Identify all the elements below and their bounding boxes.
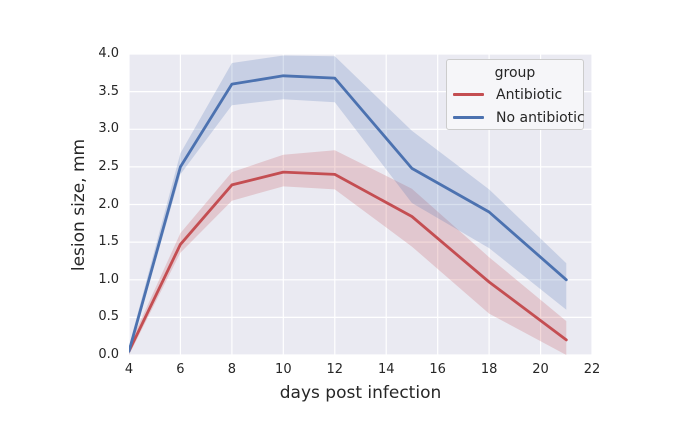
- y-tick-label: 3.5: [98, 83, 119, 99]
- x-tick-label: 6: [176, 362, 185, 377]
- legend-entries: Antibiotic No antibiotic: [447, 83, 585, 129]
- legend-title: group: [494, 65, 536, 81]
- series-line: [129, 74, 568, 353]
- x-tick-label: 10: [275, 362, 292, 377]
- legend-entry: Antibiotic: [447, 83, 583, 106]
- y-tick-label: 2.0: [98, 196, 119, 212]
- x-tick-label: 22: [583, 362, 601, 377]
- legend-swatch: [453, 116, 484, 119]
- x-tick-label: 12: [326, 362, 344, 377]
- series-line: [129, 170, 568, 353]
- chart-canvas: [129, 54, 592, 355]
- legend-entry: No antibiotic: [447, 106, 585, 129]
- y-tick-label: 2.5: [98, 158, 119, 174]
- y-tick-label: 0.5: [98, 309, 119, 325]
- x-tick-label: 14: [377, 362, 395, 377]
- x-tick-label: 16: [429, 362, 446, 377]
- x-axis-label: days post infection: [279, 383, 442, 403]
- ci-band: [129, 150, 567, 355]
- y-tick-label: 1.0: [98, 271, 119, 287]
- x-tick-label: 8: [227, 362, 237, 377]
- legend: group Antibiotic No antibiotic: [446, 59, 585, 130]
- y-tick-label: 1.5: [98, 234, 119, 250]
- y-tick-label: 0.0: [98, 347, 119, 362]
- x-tick-label: 4: [124, 362, 134, 377]
- y-tick-label: 4.0: [98, 46, 119, 61]
- legend-swatch: [453, 93, 484, 96]
- legend-entry-label: Antibiotic: [496, 86, 563, 103]
- legend-entry-label: No antibiotic: [496, 109, 585, 126]
- x-tick-label: 18: [480, 362, 498, 377]
- y-tick-label: 3.0: [98, 121, 119, 137]
- x-tick-label: 20: [532, 362, 549, 377]
